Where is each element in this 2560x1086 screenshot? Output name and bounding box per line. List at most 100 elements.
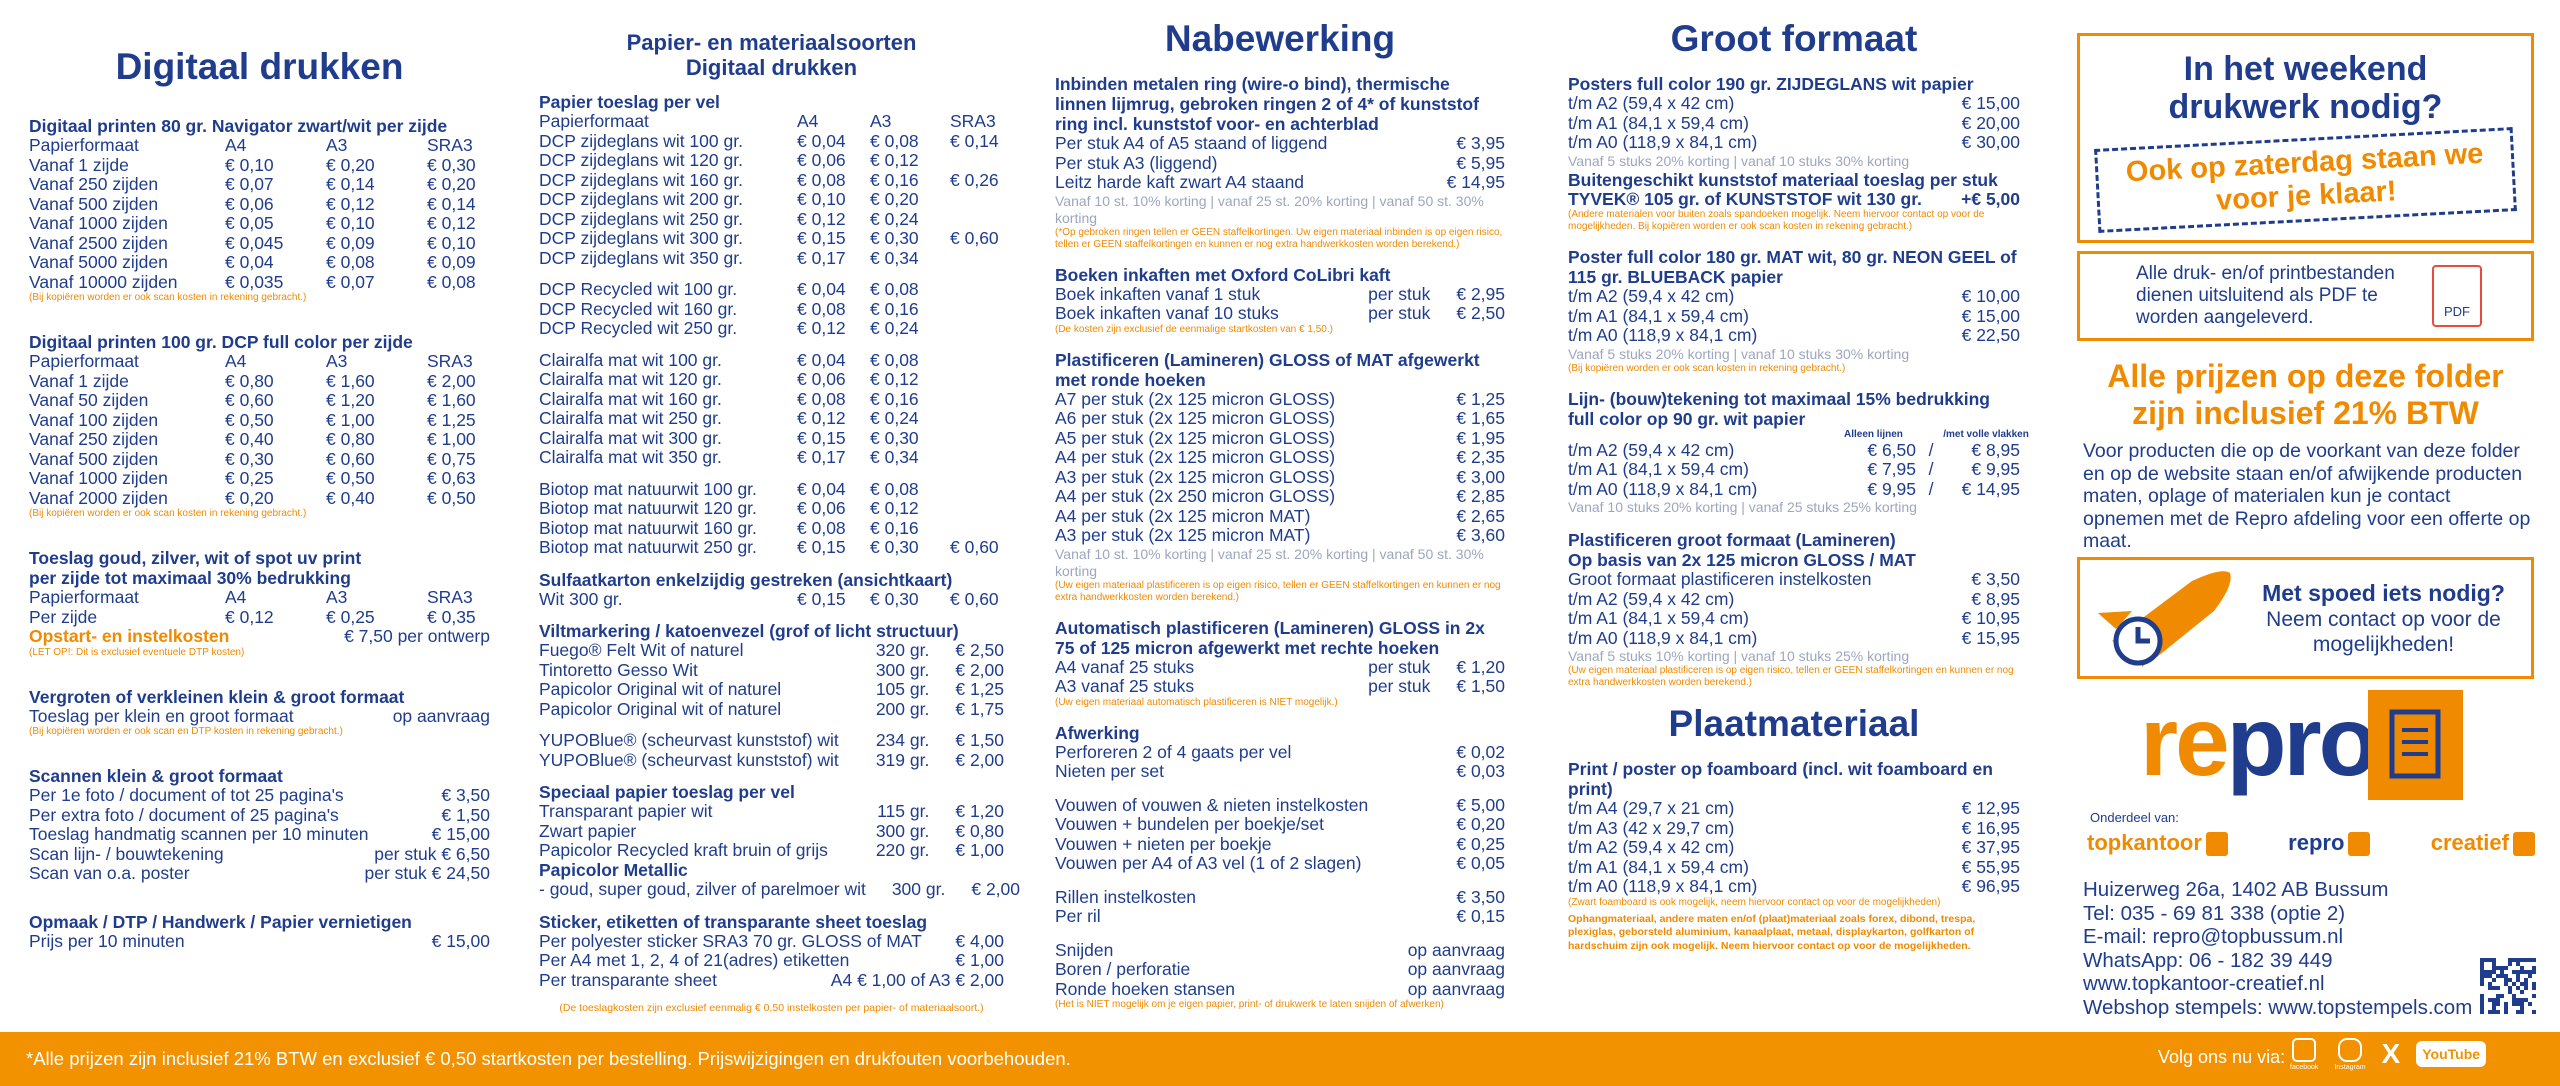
qr-cell [2492, 978, 2496, 982]
qr-cell [2480, 1010, 2484, 1014]
cell: Per 1e foto / document of tot 25 pagina'… [29, 785, 344, 805]
price-row: DCP zijdeglans wit 120 gr. € 0,06 € 0,12 [539, 150, 1004, 171]
qr-cell [2488, 970, 2492, 974]
cell: € 0,25 [225, 468, 274, 488]
cell: € 0,30 [225, 448, 274, 469]
price-row: TYVEK® 105 gr. of KUNSTSTOF wit 130 gr. +… [1568, 189, 2020, 210]
cell: € 15,95 [1961, 627, 2020, 648]
cell: € 0,16 [870, 298, 919, 319]
qr-cell [2492, 962, 2496, 966]
cell: € 0,14 [950, 130, 999, 151]
qr-cell [2508, 978, 2512, 982]
qr-cell [2488, 982, 2492, 986]
qr-cell [2532, 994, 2536, 998]
urgent-box: Met spoed iets nodig? Neem contact op vo… [2077, 557, 2534, 679]
cell: € 1,00 [955, 840, 1004, 860]
cell: DCP zijdeglans wit 350 gr. [539, 247, 743, 268]
cell: Papierformaat [29, 587, 139, 607]
brand-row: topkantoor repro creatief [2087, 830, 2539, 856]
cell: € 0,34 [870, 447, 919, 467]
cell: € 9,95 [1867, 478, 1916, 499]
qr-cell [2492, 958, 2496, 962]
qr-cell [2504, 1002, 2508, 1006]
cell: DCP zijdeglans wit 160 gr. [539, 169, 743, 190]
qr-cell [2496, 1002, 2500, 1006]
price-row: Scan lijn- / bouwtekening per stuk € 6,50 [29, 844, 490, 865]
cell: € 0,09 [326, 232, 375, 253]
heading: Plastificeren groot formaat (Lamineren) [1568, 530, 1896, 550]
price-row: Papierformaat A4 A3 SRA3 [29, 587, 490, 608]
cell: t/m A1 (84,1 x 59,4 cm) [1568, 856, 1749, 877]
qr-cell [2516, 958, 2520, 962]
price-row: Papicolor Metallic [539, 860, 1004, 881]
cell: A7 per stuk (2x 125 micron GLOSS) [1055, 388, 1336, 409]
cell: t/m A0 (118,9 x 84,1 cm) [1568, 325, 1758, 345]
price-row: Boek inkaften vanaf 10 stuks per stuk € 2,… [1055, 303, 1505, 324]
cell: A3 vanaf 25 stuks [1055, 676, 1195, 696]
price-row: Biotop mat natuurwit 250 gr. € 0,15 € 0,30… [539, 537, 1004, 558]
cell: Per stuk A4 of A5 staand of liggend [1055, 133, 1328, 153]
section: Groot formaat [1568, 18, 2020, 60]
cell: € 3,50 [441, 785, 490, 805]
section: Papier- en materiaalsoorten Digitaal druk… [539, 30, 1004, 80]
heading: Papier toeslag per vel [539, 92, 720, 112]
qr-cell [2516, 1002, 2520, 1006]
qr-cell [2480, 1002, 2484, 1006]
cell: Per stuk A3 (liggend) [1055, 152, 1218, 173]
cell: € 0,08 [870, 279, 919, 299]
cell: YUPOBlue® (scheurvast kunststof) wit [539, 749, 839, 770]
qr-cell [2516, 1010, 2520, 1014]
heading: Digitaal printen 100 gr. DCP full color … [29, 332, 413, 352]
cell: € 0,26 [950, 169, 999, 190]
qr-cell [2492, 966, 2496, 970]
social-instagram[interactable]: Instagram [2334, 1038, 2366, 1071]
qr-cell [2524, 970, 2528, 974]
qr-cell [2480, 1006, 2484, 1010]
urgent-text: Neem contact op voor de mogelijkheden! [2266, 608, 2501, 656]
qr-cell [2532, 970, 2536, 974]
qr-cell [2504, 978, 2508, 982]
social-facebook[interactable]: facebook [2290, 1038, 2318, 1071]
price-row: Papierformaat A4 A3 SRA3 [539, 111, 1004, 132]
price-row: t/m A1 (84,1 x 59,4 cm) € 15,00 [1568, 306, 2020, 327]
price-row: t/m A4 (29,7 x 21 cm) € 12,95 [1568, 798, 2020, 819]
section: Print / poster op foamboard (incl. wit f… [1568, 759, 2020, 953]
cell: € 16,95 [1961, 817, 2020, 838]
cell: met volle vlakken [1946, 428, 2029, 440]
qr-cell [2508, 990, 2512, 994]
discount: Vanaf 5 stuks 20% korting | vanaf 10 stu… [1568, 152, 1910, 169]
cell: t/m A3 (42 x 29,7 cm) [1568, 817, 1735, 838]
price-row: Vanaf 100 zijden € 0,50 € 1,00 € 1,25 [29, 410, 490, 431]
price-row: Vanaf 10000 zijden € 0,035 € 0,07 € 0,08 [29, 272, 490, 293]
cell: Wit 300 gr. [539, 588, 623, 609]
cell: € 2,00 [955, 749, 1004, 770]
price-row: Per transparante sheet A4 € 1,00 of A3 € … [539, 970, 1004, 991]
cell: € 0,35 [427, 606, 476, 627]
social-x[interactable]: X [2381, 1038, 2401, 1069]
price-row: Per zijde € 0,12 € 0,25 € 0,35 [29, 606, 490, 628]
price-row: Clairalfa mat wit 100 gr. € 0,04 € 0,08 [539, 350, 1004, 371]
qr-cell [2512, 958, 2516, 962]
cell: € 4,00 [955, 930, 1004, 951]
price-row: Vouwen of vouwen & nieten instelkosten € … [1055, 795, 1505, 816]
qr-cell [2512, 970, 2516, 974]
social-youtube[interactable]: YouTube [2416, 1041, 2487, 1067]
cell: Per extra foto / document of 25 pagina's [29, 804, 339, 825]
cell: € 0,12 [797, 318, 846, 338]
address: Huizerweg 26a, 1402 AB Bussum Tel: 035 - … [2083, 878, 2472, 1019]
price-row: Ronde hoeken stansen op aanvraag [1055, 979, 1505, 1000]
qr-cell [2528, 1002, 2532, 1006]
price-row: t/m A2 (59,4 x 42 cm) € 37,95 [1568, 837, 2020, 858]
pdf-icon: PDF [2432, 265, 2482, 327]
cell: Opstart- en instelkosten [29, 626, 230, 646]
brand: creatief [2431, 830, 2539, 856]
price-row: Vanaf 250 zijden € 0,40 € 0,80 € 1,00 [29, 429, 490, 450]
cell: Clairalfa mat wit 160 gr. [539, 388, 722, 409]
cell: € 0,34 [870, 247, 919, 268]
price-row: DCP zijdeglans wit 350 gr. € 0,17 € 0,34 [539, 247, 1004, 269]
price-row: Per stuk A3 (liggend) € 5,95 [1055, 152, 1505, 174]
price-row: t/m A0 (118,9 x 84,1 cm) € 15,95 [1568, 627, 2020, 649]
price-row: Biotop mat natuurwit 100 gr. € 0,04 € 0,08 [539, 479, 1004, 500]
qr-cell [2492, 986, 2496, 990]
